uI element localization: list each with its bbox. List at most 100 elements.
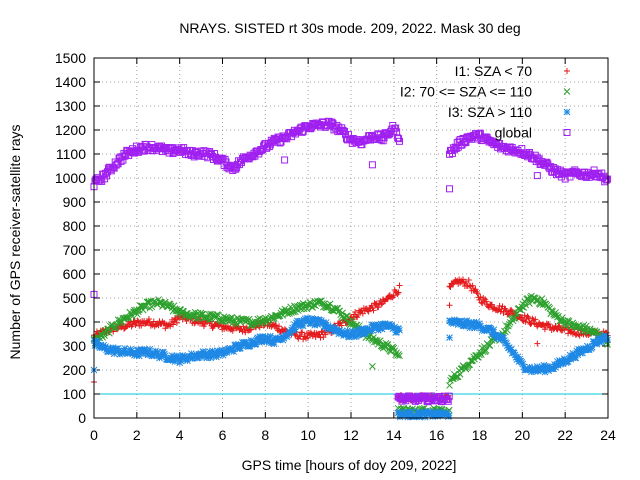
data-point [390,292,397,299]
x-tick-label: 20 [515,427,531,443]
data-point [314,298,321,305]
data-point [207,354,214,362]
data-point [427,408,435,416]
data-point [322,331,329,338]
data-point [299,329,306,336]
data-point [267,332,274,340]
data-point [550,164,558,172]
data-point [179,316,186,323]
data-point [299,322,307,330]
data-point [307,320,315,328]
data-point [486,342,494,349]
data-point [214,311,222,319]
data-point [176,359,184,367]
data-point [143,349,151,357]
data-point [235,340,242,348]
data-point [175,354,183,362]
x-tick-label: 18 [472,427,488,443]
data-point [541,368,549,376]
data-point [338,322,345,329]
data-point [369,327,376,334]
data-point [290,327,297,334]
data-point [474,290,481,297]
data-point [359,331,367,338]
data-point [139,306,147,314]
data-point [355,331,363,339]
data-point [166,356,174,364]
data-point [320,319,327,327]
data-point [446,185,454,193]
data-point [260,319,267,326]
data-point [221,348,229,356]
data-point [511,351,519,359]
data-point [307,299,315,307]
data-point [537,366,545,374]
data-point [333,326,341,333]
data-point [135,352,143,360]
data-point [507,346,515,353]
data-point [593,340,601,348]
data-point [257,333,265,341]
data-point [136,349,144,356]
data-point [435,408,442,415]
data-point [294,322,302,330]
y-tick-label: 700 [63,242,87,258]
data-point [368,321,375,329]
data-point [396,137,404,145]
data-point [99,343,107,351]
data-point [446,334,453,341]
data-point [493,335,501,342]
data-point [132,350,139,357]
data-point [526,300,533,307]
data-point [312,315,320,323]
data-point [476,320,483,328]
data-point [173,319,180,326]
data-point [106,329,113,337]
data-point [161,350,168,358]
data-point [545,321,552,328]
data-point [293,319,300,327]
data-point [304,315,312,322]
data-point [171,358,179,365]
data-point [266,338,273,346]
y-tick-label: 300 [63,338,87,354]
data-point [201,321,208,328]
data-point [343,312,350,320]
data-point [297,317,305,325]
data-point [370,307,377,314]
data-point [228,347,236,355]
data-point [241,341,249,349]
y-tick-label: 1300 [55,98,86,114]
data-point [525,314,532,321]
data-point [447,283,454,290]
y-tick-label: 1400 [55,74,86,90]
data-point [510,349,518,357]
data-point [465,277,472,284]
data-point [233,321,240,328]
y-tick-label: 100 [63,386,87,402]
data-point [482,347,490,354]
data-point [153,300,160,308]
data-point [289,324,296,332]
data-point [210,149,218,157]
data-point [529,315,536,322]
data-point [541,326,548,333]
y-tick-label: 1000 [55,170,86,186]
x-tick-label: 16 [429,427,445,443]
data-point [198,354,206,361]
data-point [218,346,226,354]
y-tick-label: 600 [63,266,87,282]
data-point [404,413,412,421]
data-point [538,295,546,302]
data-point [219,351,227,359]
y-tick-label: 500 [63,290,87,306]
data-point [555,361,562,369]
data-point [519,360,527,368]
data-point [564,358,572,365]
data-point [563,88,571,95]
data-point [553,361,560,369]
data-point [227,316,235,323]
x-tick-label: 4 [176,427,184,443]
data-point [334,327,342,335]
